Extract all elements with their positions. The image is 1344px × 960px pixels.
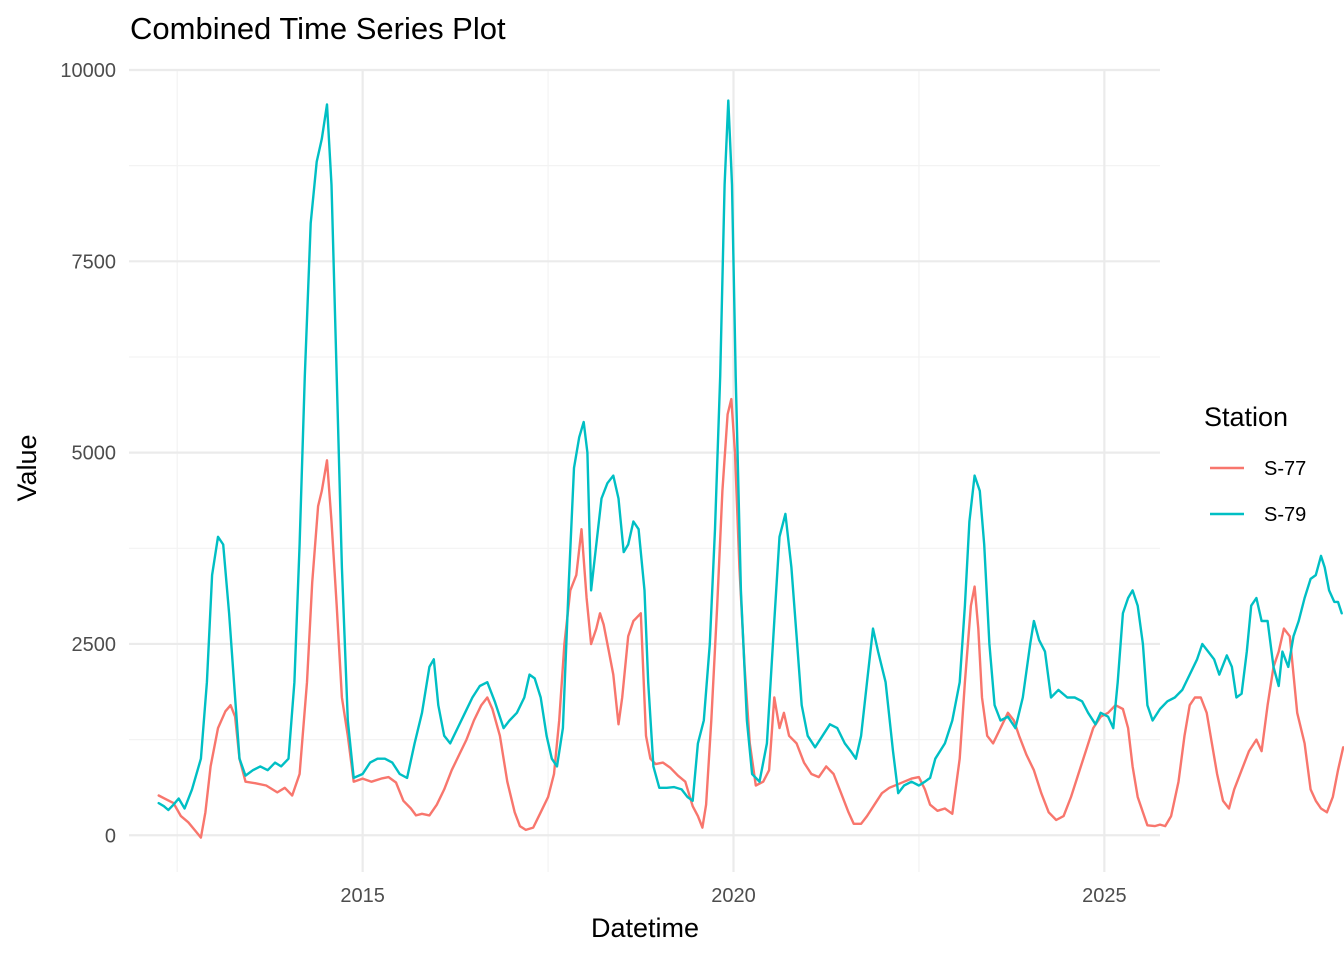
x-tick-label: 2015 (340, 885, 385, 907)
legend-item-s-77: S-77 (1210, 458, 1306, 480)
legend: Station S-77 S-79 (1204, 402, 1306, 526)
x-tick-label: 2020 (711, 885, 756, 907)
legend-items: S-77 S-79 (1210, 458, 1306, 526)
chart-title: Combined Time Series Plot (130, 11, 506, 46)
y-tick-label: 10000 (60, 60, 116, 82)
y-tick-label: 7500 (72, 251, 117, 273)
x-axis-title: Datetime (591, 913, 699, 943)
x-axis-ticks: 2015 2020 2025 (340, 885, 1126, 907)
major-gridlines (129, 68, 1160, 872)
legend-item-s-79: S-79 (1210, 504, 1306, 526)
y-tick-label: 5000 (72, 443, 117, 465)
y-tick-label: 0 (105, 825, 116, 847)
series-layer (157, 99, 1344, 839)
x-tick-label: 2025 (1082, 885, 1127, 907)
legend-label-s-77: S-77 (1264, 458, 1306, 480)
legend-title: Station (1204, 402, 1288, 432)
y-tick-label: 2500 (72, 634, 117, 656)
series-line-s-79 (157, 99, 1343, 812)
y-axis-ticks: 0 2500 5000 7500 10000 (60, 60, 116, 847)
y-axis-title: Value (12, 434, 42, 501)
legend-label-s-79: S-79 (1264, 504, 1306, 526)
minor-gridlines (129, 70, 1160, 872)
